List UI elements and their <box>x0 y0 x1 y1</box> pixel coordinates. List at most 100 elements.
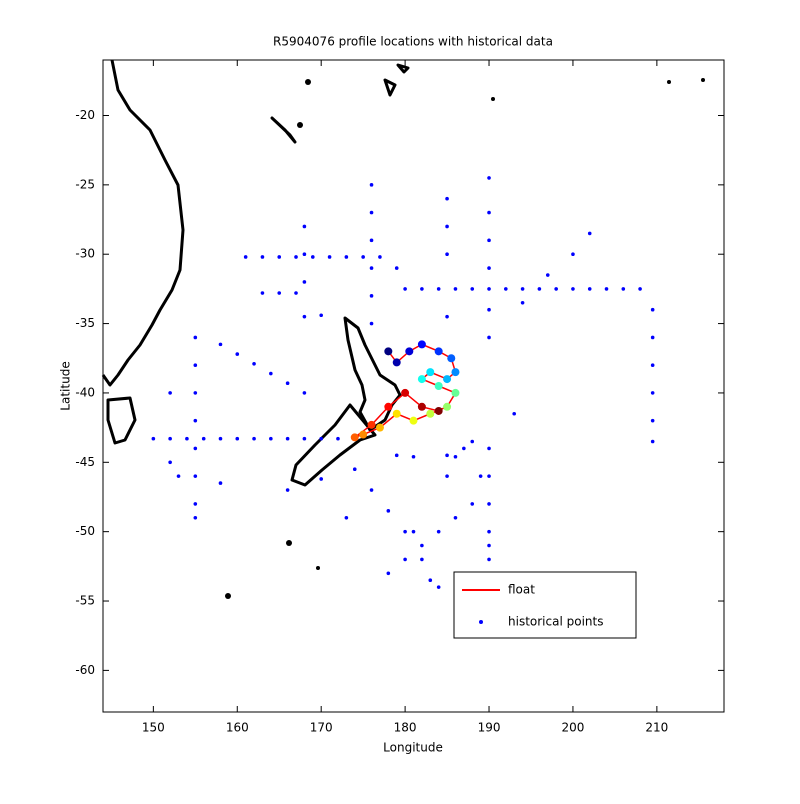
historical-point <box>411 454 416 459</box>
historical-point <box>386 571 391 576</box>
historical-point <box>235 436 240 441</box>
historical-point <box>638 287 642 291</box>
historical-point <box>369 488 374 492</box>
historical-point <box>361 255 365 259</box>
y-tick-label: -40 <box>75 385 95 399</box>
historical-point <box>277 255 282 259</box>
historical-point <box>411 529 416 534</box>
historical-point <box>294 255 298 259</box>
historical-point <box>193 335 198 340</box>
historical-point <box>386 509 391 513</box>
legend-label: historical points <box>508 615 603 629</box>
historical-point <box>604 287 609 291</box>
historical-point <box>193 474 198 478</box>
historical-point <box>445 224 449 229</box>
historical-point <box>285 436 290 441</box>
float-profile <box>434 382 443 390</box>
historical-point <box>445 252 449 257</box>
float-profile <box>367 420 376 429</box>
historical-point <box>650 307 655 312</box>
float-profile <box>434 347 443 356</box>
float-profile <box>417 402 426 411</box>
x-tick-label: 170 <box>310 721 333 735</box>
float-profile <box>384 402 393 411</box>
x-tick-label: 180 <box>394 721 417 735</box>
float-profile <box>359 430 368 439</box>
historical-point <box>436 585 441 589</box>
coastline <box>101 59 705 599</box>
historical-point <box>462 446 466 451</box>
float-profile <box>426 368 435 377</box>
historical-point <box>420 543 424 548</box>
historical-point <box>470 287 475 291</box>
y-tick-label: -45 <box>75 455 95 469</box>
historical-point <box>277 291 282 295</box>
historical-point <box>201 436 206 441</box>
historical-point <box>487 238 491 243</box>
historical-point <box>487 543 491 548</box>
historical-point <box>487 266 491 270</box>
historical-point <box>520 300 525 305</box>
historical-point <box>487 446 491 451</box>
historical-point <box>302 252 307 257</box>
float-profile <box>409 416 418 425</box>
historical-point <box>260 255 265 259</box>
historical-point <box>260 291 265 295</box>
historical-point <box>445 196 449 201</box>
historical-point <box>436 529 441 534</box>
historical-point <box>218 436 223 441</box>
historical-point <box>294 291 298 295</box>
historical-point <box>218 481 223 485</box>
float-profile <box>451 368 460 377</box>
historical-point <box>428 578 433 583</box>
historical-point <box>352 467 357 472</box>
historical-point <box>650 335 655 340</box>
historical-point <box>394 266 399 270</box>
historical-point <box>394 453 399 458</box>
historical-point <box>512 411 517 416</box>
historical-point <box>168 391 172 395</box>
historical-point <box>302 391 307 395</box>
historical-point <box>487 474 491 478</box>
float-profile <box>392 358 401 367</box>
historical-point <box>621 287 626 291</box>
historical-point <box>403 529 407 534</box>
y-tick-label: -25 <box>75 177 95 191</box>
x-axis-label: Longitude <box>383 741 443 755</box>
historical-point <box>193 446 198 451</box>
historical-point <box>571 287 575 291</box>
historical-point <box>487 210 491 215</box>
x-tick-label: 200 <box>561 721 584 735</box>
historical-point <box>487 176 491 180</box>
historical-point <box>369 183 374 187</box>
historical-point <box>378 255 382 259</box>
historical-point <box>269 436 273 441</box>
historical-point <box>453 454 458 459</box>
historical-point <box>252 362 256 366</box>
historical-point <box>369 238 374 243</box>
historical-point <box>487 502 491 506</box>
historical-point <box>252 436 256 441</box>
x-tick-label: 150 <box>142 721 165 735</box>
axes-box <box>102 59 725 713</box>
historical-point <box>319 477 323 481</box>
historical-point <box>310 255 315 259</box>
historical-point <box>369 210 374 215</box>
historical-point <box>369 321 374 326</box>
float-profile <box>405 347 414 356</box>
historical-point <box>168 436 172 441</box>
historical-point <box>520 287 525 291</box>
historical-point <box>436 287 441 291</box>
historical-point <box>285 488 290 492</box>
historical-point <box>445 453 449 458</box>
historical-point <box>487 287 491 291</box>
legend-swatch <box>479 620 483 624</box>
historical-point <box>487 307 491 312</box>
historical-point <box>487 529 491 534</box>
y-tick-label: -50 <box>75 524 95 538</box>
historical-point <box>151 436 156 441</box>
float-profile <box>384 347 393 356</box>
historical-point <box>218 342 223 347</box>
